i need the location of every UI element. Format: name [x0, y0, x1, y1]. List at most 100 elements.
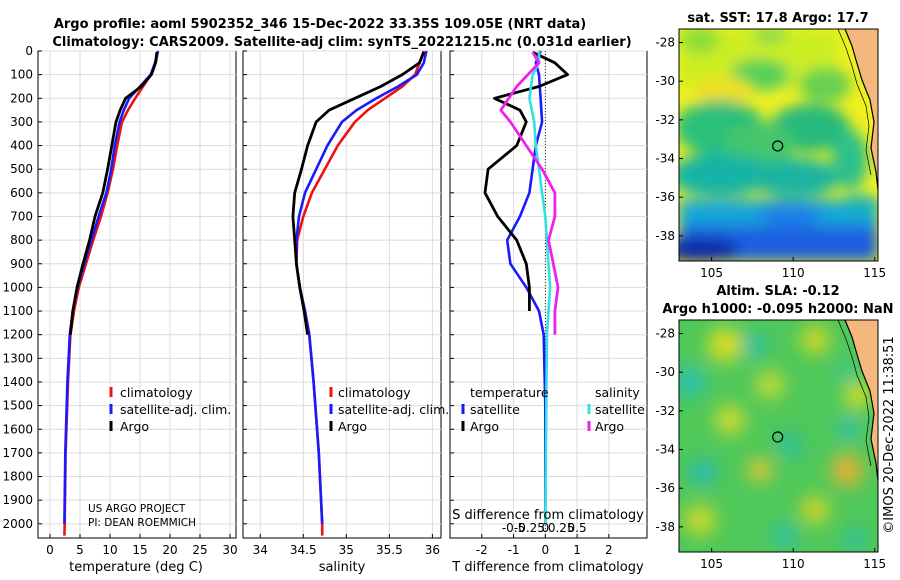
legend-argo: Argo — [338, 419, 367, 434]
x-tick-label: 2 — [605, 543, 613, 557]
map-y-tick-label: -32 — [655, 113, 675, 127]
legend-temp-header: temperature — [470, 385, 549, 400]
salinity-axes-box — [242, 50, 442, 539]
x-tick-label: 34 — [253, 543, 268, 557]
depth-tick-label: 1100 — [2, 304, 33, 318]
x-tick-label: 0 — [46, 543, 54, 557]
argo-location-marker — [772, 431, 784, 443]
sst-isobath — [837, 29, 872, 176]
x-tick-label: 36 — [425, 543, 440, 557]
depth-tick-label: 300 — [10, 115, 33, 129]
x-tick-label: 5 — [76, 543, 84, 557]
credit-project: US ARGO PROJECT — [88, 503, 186, 515]
salinity-xlabel: salinity — [319, 560, 366, 575]
depth-tick-label: 1000 — [2, 280, 33, 294]
depth-tick-label: 900 — [10, 257, 33, 271]
depth-tick-label: 1800 — [2, 470, 33, 484]
sst-title: sat. SST: 17.8 Argo: 17.7 — [687, 11, 868, 26]
x-tick-label: 15 — [132, 543, 147, 557]
x-tick-label: 34.5 — [290, 543, 317, 557]
map-y-tick-label: -34 — [655, 443, 675, 457]
legend-climatology: climatology — [338, 385, 411, 400]
difference-series — [483, 50, 569, 524]
salinity-x-ticks: 34 34.5 35 35.5 36 — [253, 534, 440, 557]
x-tick-label: 35.5 — [376, 543, 403, 557]
sst-field — [679, 29, 878, 261]
s-tick-label: 0.25 — [548, 521, 575, 535]
depth-tick-label: 1700 — [2, 446, 33, 460]
depth-tick-label: 200 — [10, 91, 33, 105]
map-y-tick-label: -38 — [655, 520, 675, 534]
sla-land — [845, 320, 878, 481]
x-tick-label: -2 — [476, 543, 488, 557]
depth-tick-label: 1600 — [2, 422, 33, 436]
argo-location-marker — [772, 140, 784, 152]
x-tick-label: 35 — [339, 543, 354, 557]
series-salinity-argo — [499, 51, 560, 335]
s-tick-label: -0.25 — [514, 521, 545, 535]
depth-tick-label: 100 — [10, 68, 33, 82]
title-line-2: Climatology: CARS2009. Satellite-adj cli… — [52, 35, 631, 50]
map-x-tick-label: 115 — [863, 266, 886, 280]
legend-satellite: satellite-adj. clim. — [338, 402, 449, 417]
sst-map-ticks: 105 110 115 -28 -30 -32 -34 -36 -38 — [655, 36, 886, 280]
sla-title-1: Altim. SLA: -0.12 — [716, 284, 839, 299]
x-tick-label: 0 — [542, 543, 550, 557]
series-temperature-argo — [483, 50, 569, 311]
depth-tick-label: 400 — [10, 139, 33, 153]
x-tick-label: -1 — [508, 543, 520, 557]
map-x-tick-label: 105 — [700, 557, 723, 571]
series-argo — [69, 52, 159, 335]
sst-map-frame — [678, 28, 879, 262]
temperature-grid — [38, 50, 236, 538]
legend-t-argo: Argo — [470, 419, 499, 434]
map-x-tick-label: 105 — [700, 266, 723, 280]
x-tick-label: 1 — [573, 543, 581, 557]
map-y-tick-label: -36 — [655, 190, 675, 204]
legend-sal-header: salinity — [595, 385, 640, 400]
temperature-legend: climatology satellite-adj. clim. Argo — [109, 385, 231, 434]
depth-tick-labels: 0 100 200 300 400 500 600 700 800 900 1000 1100 1200… — [2, 44, 33, 531]
difference-x-ticks: -2 -1 0 1 2 — [476, 534, 613, 557]
series-argo — [291, 51, 426, 335]
depth-tick-label: 800 — [10, 233, 33, 247]
map-y-tick-label: -30 — [655, 365, 675, 379]
depth-tick-label: 1900 — [2, 493, 33, 507]
sla-coastline — [844, 320, 878, 482]
salinity-panel: 34 34.5 35 35.5 36 salinity climatology sate… — [242, 50, 449, 575]
map-y-tick-label: -30 — [655, 74, 675, 88]
legend-climatology: climatology — [120, 385, 193, 400]
depth-tick-label: 1200 — [2, 328, 33, 342]
sst-coastline — [844, 29, 878, 191]
salinity-series — [291, 50, 428, 536]
x-tick-label: 20 — [162, 543, 177, 557]
temperature-panel: 0 5 10 15 20 25 30 temperature (deg C) climato… — [37, 50, 238, 575]
sla-map-ticks: 105 110 115 -28 -30 -32 -34 -36 -38 — [655, 327, 886, 571]
salinity-legend: climatology satellite-adj. clim. Argo — [329, 385, 449, 434]
map-x-tick-label: 110 — [782, 557, 805, 571]
x-tick-label: 30 — [222, 543, 237, 557]
x-tick-label: 25 — [192, 543, 207, 557]
legend-satellite: satellite-adj. clim. — [120, 402, 231, 417]
temperature-axes-box — [37, 50, 237, 539]
map-y-tick-label: -32 — [655, 404, 675, 418]
sla-map-frame — [678, 319, 879, 553]
legend-s-satellite: satellite — [595, 402, 645, 417]
sla-map: 105 110 115 -28 -30 -32 -34 -36 -38 — [655, 319, 886, 571]
depth-tick-label: 0 — [25, 44, 33, 58]
x-tick-label: 10 — [102, 543, 117, 557]
imos-watermark: ©IMOS 20-Dec-2022 11:38:51 — [882, 336, 897, 533]
map-y-tick-label: -28 — [655, 36, 675, 50]
series-salinity-satellite — [528, 51, 552, 524]
series-satellite-adj-clim- — [295, 50, 428, 524]
depth-tick-label: 700 — [10, 209, 33, 223]
map-y-tick-label: -38 — [655, 229, 675, 243]
depth-tick-label: 2000 — [2, 517, 33, 531]
sst-map: 105 110 115 -28 -30 -32 -34 -36 -38 — [655, 28, 886, 280]
legend-argo: Argo — [120, 419, 149, 434]
legend-t-satellite: satellite — [470, 402, 520, 417]
map-y-tick-label: -28 — [655, 327, 675, 341]
t-diff-xlabel: T difference from climatology — [451, 560, 644, 575]
